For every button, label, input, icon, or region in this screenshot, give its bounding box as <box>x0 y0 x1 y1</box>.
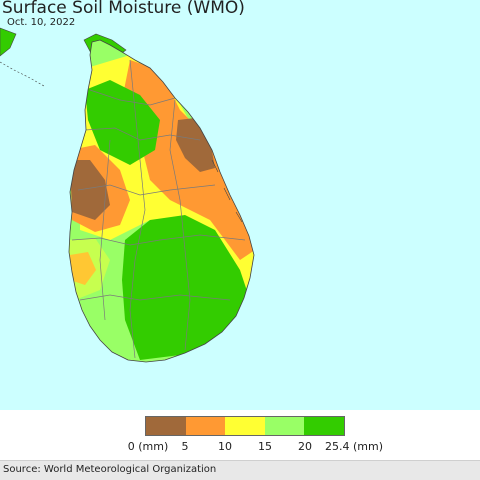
zone-brown-east <box>176 118 215 172</box>
india-coast <box>0 27 17 57</box>
legend-tick-1: 5 <box>181 440 189 453</box>
soil-moisture-map <box>0 0 480 410</box>
legend-swatch-0 <box>146 417 186 435</box>
source-text: Source: World Meteorological Organizatio… <box>3 464 217 475</box>
legend-swatch-1 <box>185 417 226 435</box>
zone-yellow-southwest <box>69 238 110 300</box>
legend-tick-4: 20 <box>298 440 312 453</box>
legend-swatch-4 <box>304 417 344 435</box>
map-date: Oct. 10, 2022 <box>7 17 76 28</box>
legend-swatch-2 <box>225 417 265 435</box>
map-title: Surface Soil Moisture (WMO) <box>2 0 245 18</box>
zone-brown-west <box>70 160 110 220</box>
legend-color-bar <box>145 416 345 436</box>
india-coast-dots <box>0 61 45 87</box>
legend-tick-3: 15 <box>258 440 272 453</box>
legend-tick-5: 25.4 (mm) <box>324 440 384 453</box>
legend-tick-0: 0 (mm) <box>127 440 169 453</box>
district-boundaries <box>71 59 246 359</box>
zone-orange-southwest <box>70 252 96 285</box>
legend-tick-2: 10 <box>218 440 232 453</box>
footer-bar: Source: World Meteorological Organizatio… <box>0 460 480 480</box>
east-coast-lagoons <box>211 159 243 223</box>
legend-swatch-3 <box>264 417 305 435</box>
zone-green-north <box>85 80 160 165</box>
zone-green-south <box>122 215 250 360</box>
